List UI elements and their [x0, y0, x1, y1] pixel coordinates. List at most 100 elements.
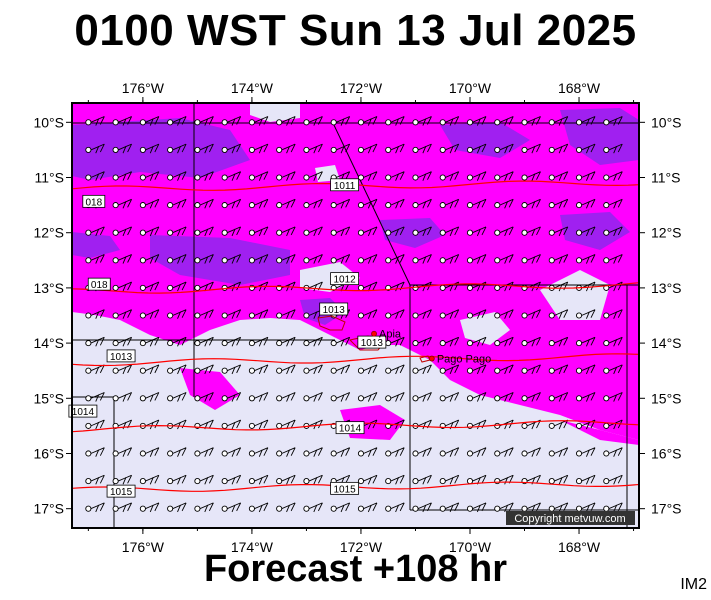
wind-barb: [494, 309, 514, 319]
wind-barb: [276, 171, 296, 181]
wind-barb: [85, 474, 105, 485]
wind-barb: [139, 281, 160, 292]
wind-barb: [221, 392, 242, 402]
wind-barb: [303, 198, 323, 209]
isobar-label: 1011: [330, 178, 359, 192]
latitude-label: 12°S: [33, 225, 64, 241]
wind-barb: [303, 502, 323, 513]
latitude-label: 10°S: [651, 114, 682, 130]
wind-barb: [330, 392, 351, 402]
wind-barb: [603, 336, 623, 347]
wind-barb: [385, 198, 405, 209]
wind-barb: [466, 143, 487, 154]
wind-barb: [466, 281, 487, 292]
wind-barb: [357, 116, 378, 126]
wind-barb: [330, 143, 351, 154]
wind-barb: [494, 171, 514, 181]
wind-barb: [112, 364, 132, 375]
wind-barb: [548, 143, 569, 154]
wind-barb: [330, 198, 351, 209]
longitude-label: 168°W: [558, 539, 601, 555]
map-frame: [71, 102, 640, 529]
wind-barb: [439, 309, 460, 319]
wind-barb: [385, 392, 405, 402]
latitude-label: 14°S: [33, 335, 64, 351]
isobar-line: [72, 282, 639, 294]
wind-barb: [276, 392, 296, 402]
wind-barb: [167, 474, 187, 485]
longitude-label: 170°W: [449, 80, 492, 96]
wind-barb: [194, 419, 214, 430]
wind-barb: [412, 502, 432, 513]
isobar-label: 1014: [68, 404, 98, 418]
wind-barb: [276, 447, 296, 457]
wind-barb: [494, 336, 514, 347]
wind-barb: [548, 254, 569, 264]
wind-barb: [439, 474, 460, 485]
wind-barb: [221, 171, 242, 181]
wind-barb: [276, 254, 296, 264]
wind-barb: [248, 502, 269, 513]
wind-barb: [412, 447, 432, 457]
wind-barb: [603, 254, 623, 264]
wind-barb: [521, 309, 541, 319]
wind-barb: [357, 226, 378, 237]
wind-barb: [466, 447, 487, 457]
wind-barb: [412, 392, 432, 402]
wind-barb: [575, 116, 596, 126]
svg-text:1015: 1015: [333, 484, 356, 495]
wind-barb: [439, 502, 460, 513]
svg-text:1013: 1013: [361, 338, 384, 349]
wind-barb: [357, 254, 378, 264]
wind-barb: [303, 254, 323, 264]
longitude-label: 172°W: [340, 80, 383, 96]
wind-barb: [330, 364, 351, 375]
wind-barb: [357, 392, 378, 402]
svg-text:1014: 1014: [339, 424, 362, 435]
wind-barb: [221, 254, 242, 264]
wind-barb: [112, 171, 132, 181]
wind-barbs: [85, 116, 623, 513]
wind-barb: [494, 116, 514, 126]
wind-barb: [603, 309, 623, 319]
wind-barb: [276, 309, 296, 319]
axis-ticks: [66, 97, 645, 534]
place-name: Apia: [379, 329, 402, 341]
wind-barb: [112, 474, 132, 485]
wind-barb: [548, 336, 569, 347]
latitude-label: 17°S: [651, 501, 682, 517]
copyright-text: Copyright metvuw.com: [514, 513, 625, 525]
wind-barb: [139, 309, 160, 319]
svg-text:018: 018: [91, 280, 108, 291]
isobar-label: 1013: [319, 302, 349, 316]
latitude-label: 14°S: [651, 335, 682, 351]
wind-barb: [276, 364, 296, 375]
wind-barb: [139, 226, 160, 237]
wind-barb: [248, 336, 269, 347]
wind-barb: [521, 171, 541, 181]
wind-barb: [248, 226, 269, 237]
wind-barb: [603, 502, 623, 513]
wind-barb: [248, 447, 269, 457]
wind-barb: [548, 116, 569, 126]
wind-barb: [548, 198, 569, 209]
wind-barb: [521, 254, 541, 264]
wind-barb: [385, 309, 405, 319]
wind-barb: [139, 171, 160, 181]
wind-barb: [603, 143, 623, 154]
wind-barb: [412, 364, 432, 375]
wind-barb: [521, 198, 541, 209]
wind-barb: [385, 171, 405, 181]
wind-barb: [112, 309, 132, 319]
svg-text:1011: 1011: [334, 181, 356, 192]
wind-barb: [466, 336, 487, 347]
wind-barb: [439, 198, 460, 209]
copyright-badge: Copyright metvuw.com: [506, 511, 635, 525]
wind-barb: [439, 392, 460, 402]
wind-barb: [603, 474, 623, 485]
rainfall-shading: [72, 103, 639, 528]
wind-barb: [139, 364, 160, 375]
wind-barb: [357, 198, 378, 209]
svg-text:1012: 1012: [333, 275, 356, 286]
wind-barb: [167, 143, 187, 154]
